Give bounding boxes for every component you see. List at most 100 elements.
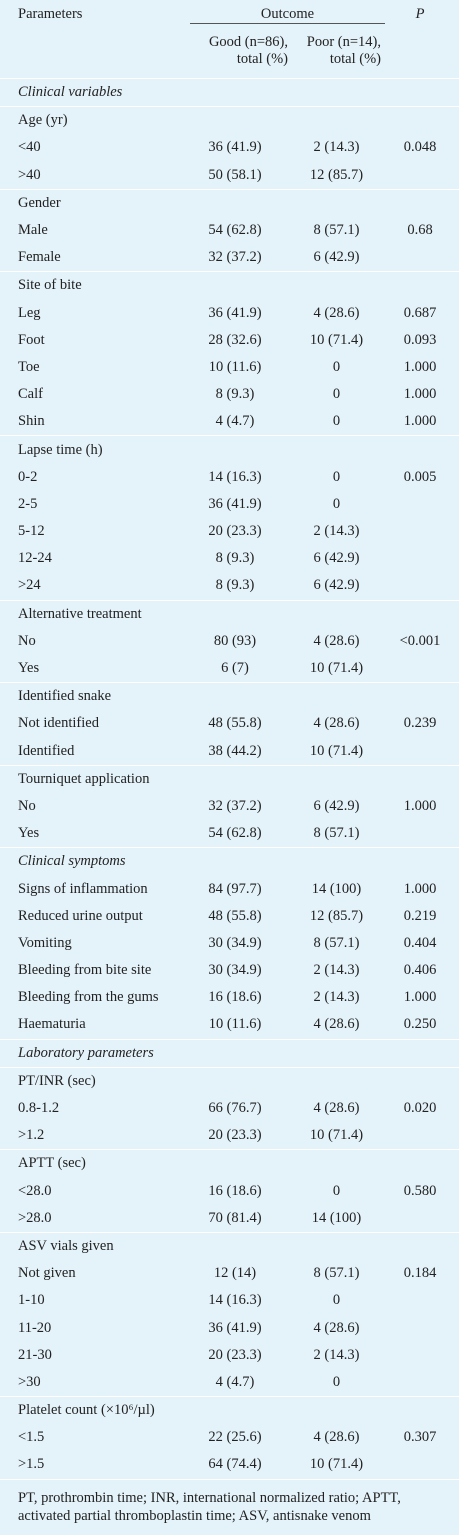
cell: 38 (44.2)	[208, 742, 262, 759]
cell: 36 (41.9)	[208, 304, 262, 321]
cell: 6 (42.9)	[313, 249, 360, 266]
cell: 10 (11.6)	[208, 358, 262, 375]
row-label: Yes	[18, 660, 40, 677]
cell: 8 (9.3)	[215, 550, 255, 567]
table-row: Not identified 48 (55.8) 4 (28.6) 0.239	[0, 710, 459, 737]
cell: 30 (34.9)	[208, 962, 262, 979]
cell: 8 (9.3)	[215, 386, 255, 403]
cell: 12 (85.7)	[309, 166, 364, 183]
cell: 48 (55.8)	[208, 907, 262, 924]
group-title: Tourniquet application	[0, 764, 459, 793]
cell: 22 (25.6)	[208, 1429, 262, 1446]
table-row: Not given 12 (14) 8 (57.1) 0.184	[0, 1260, 459, 1287]
cell: 14 (16.3)	[208, 1292, 262, 1309]
table-row: Male 54 (62.8) 8 (57.1) 0.68	[0, 217, 459, 244]
cell: 1.000	[403, 386, 437, 403]
row-label: >1.2	[18, 1127, 45, 1144]
cell: 4 (28.6)	[313, 1319, 360, 1336]
table-row: Foot 28 (32.6) 10 (71.4) 0.093	[0, 327, 459, 354]
cell: 2 (14.3)	[313, 1346, 360, 1363]
cell: 50 (58.1)	[208, 166, 262, 183]
row-label: <40	[18, 139, 41, 156]
table-row: 12-24 8 (9.3) 6 (42.9)	[0, 545, 459, 572]
section-title: Clinical symptoms	[0, 847, 459, 876]
cell: 20 (23.3)	[208, 1346, 262, 1363]
cell: 0	[332, 1182, 341, 1199]
cell: 8 (57.1)	[313, 1265, 360, 1282]
cell: 10 (71.4)	[309, 1127, 364, 1144]
row-label: Not identified	[18, 715, 99, 732]
cell: 1.000	[403, 989, 437, 1006]
table-row: 0.8-1.2 66 (76.7) 4 (28.6) 0.020	[0, 1095, 459, 1122]
cell: 14 (16.3)	[208, 468, 262, 485]
cell: 8 (57.1)	[313, 222, 360, 239]
cell: 6 (42.9)	[313, 797, 360, 814]
cell	[385, 1205, 459, 1233]
cell	[385, 655, 459, 683]
table-row: Tourniquet application	[0, 764, 459, 793]
cell: 10 (71.4)	[309, 742, 364, 759]
row-label: 1-10	[18, 1292, 45, 1309]
table-row: Alternative treatment	[0, 599, 459, 628]
cell	[385, 1122, 459, 1150]
table-row: Bleeding from the gums 16 (18.6) 2 (14.3) 1…	[0, 984, 459, 1011]
table-row: >40 50 (58.1) 12 (85.7)	[0, 162, 459, 190]
cell: 12 (85.7)	[309, 907, 364, 924]
header-cell: Poor (n=14), total (%)	[292, 34, 385, 79]
row-label: Toe	[18, 358, 40, 375]
section-title: Clinical variables	[0, 77, 459, 107]
header-cell: Outcome	[190, 6, 385, 24]
cell: 4 (28.6)	[313, 1016, 360, 1033]
cell	[385, 162, 459, 190]
cell	[385, 1287, 459, 1314]
row-label: 0-2	[18, 468, 38, 485]
cell: 6 (42.9)	[313, 550, 360, 567]
table-row: Clinical symptoms	[0, 847, 459, 876]
table-row: ASV vials given	[0, 1231, 459, 1261]
group-title: ASV vials given	[0, 1231, 459, 1261]
header-cell: Parameters	[18, 6, 83, 22]
table-row: Age (yr)	[0, 106, 459, 135]
cell: 36 (41.9)	[208, 495, 262, 512]
table-row: >30 4 (4.7) 0	[0, 1369, 459, 1397]
table-row: 11-20 36 (41.9) 4 (28.6)	[0, 1314, 459, 1341]
cell: 16 (18.6)	[208, 989, 262, 1006]
cell: 0	[332, 358, 341, 375]
cell: 2 (14.3)	[313, 962, 360, 979]
cell: 4 (28.6)	[313, 1100, 360, 1117]
cell: 10 (71.4)	[309, 660, 364, 677]
cell: 4 (28.6)	[313, 304, 360, 321]
table-row: <1.5 22 (25.6) 4 (28.6) 0.307	[0, 1424, 459, 1451]
table-row: Laboratory parameters	[0, 1038, 459, 1068]
cell: 2 (14.3)	[313, 523, 360, 540]
cell: 4 (28.6)	[313, 715, 360, 732]
table-row: Shin 4 (4.7) 0 1.000	[0, 408, 459, 436]
cell: 4 (28.6)	[313, 1429, 360, 1446]
cell: 0	[332, 413, 341, 430]
cell: 2 (14.3)	[313, 989, 360, 1006]
row-label: 11-20	[18, 1319, 52, 1336]
table-row: 1-10 14 (16.3) 0	[0, 1287, 459, 1314]
row-label: Identified	[18, 742, 75, 759]
cell: 0	[332, 1373, 341, 1390]
row-label: Vomiting	[18, 934, 72, 951]
cell	[385, 244, 459, 272]
row-label: >30	[18, 1373, 41, 1390]
row-label: Reduced urine output	[18, 907, 143, 924]
table-row: 2-5 36 (41.9) 0	[0, 491, 459, 518]
table-row: >28.0 70 (81.4) 14 (100)	[0, 1205, 459, 1233]
cell: 64 (74.4)	[208, 1456, 262, 1473]
row-label: Not given	[18, 1265, 76, 1282]
results-table: Parameters Outcome P Good (n=86), total …	[0, 6, 459, 1478]
row-label: >28.0	[18, 1209, 52, 1226]
row-label: Leg	[18, 304, 41, 321]
row-label: 2-5	[18, 495, 38, 512]
group-title: Age (yr)	[0, 106, 459, 135]
cell: 8 (9.3)	[215, 577, 255, 594]
table-row: >1.5 64 (74.4) 10 (71.4)	[0, 1451, 459, 1478]
section-title: Laboratory parameters	[0, 1038, 459, 1068]
table-row: Signs of inflammation 84 (97.7) 14 (100) 1.…	[0, 875, 459, 902]
cell: 8 (57.1)	[313, 934, 360, 951]
table-row: 21-30 20 (23.3) 2 (14.3)	[0, 1342, 459, 1369]
